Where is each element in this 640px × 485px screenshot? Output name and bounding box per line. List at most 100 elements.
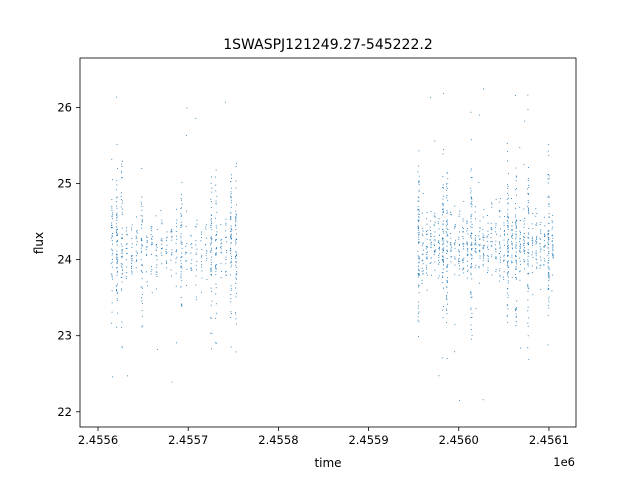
data-point bbox=[466, 228, 468, 229]
data-points bbox=[110, 88, 554, 401]
data-point bbox=[486, 236, 488, 238]
data-point bbox=[191, 270, 193, 271]
data-point bbox=[499, 280, 501, 282]
data-point bbox=[478, 244, 480, 246]
data-point bbox=[515, 234, 517, 236]
data-point bbox=[548, 307, 550, 309]
data-point bbox=[426, 246, 428, 247]
data-point bbox=[548, 260, 550, 261]
data-point bbox=[443, 306, 444, 307]
data-point bbox=[180, 216, 182, 217]
data-point bbox=[495, 248, 497, 250]
data-point bbox=[421, 283, 423, 284]
data-point bbox=[459, 244, 460, 245]
data-point bbox=[126, 259, 127, 261]
data-point bbox=[211, 236, 212, 238]
data-point bbox=[442, 184, 444, 186]
data-point bbox=[135, 261, 137, 263]
data-point bbox=[519, 248, 521, 249]
data-point bbox=[180, 297, 182, 298]
data-point bbox=[131, 265, 132, 267]
data-point bbox=[235, 256, 236, 257]
data-point bbox=[206, 257, 208, 259]
data-point bbox=[156, 271, 158, 273]
data-point bbox=[230, 298, 232, 300]
data-point bbox=[474, 244, 476, 246]
data-point bbox=[507, 188, 509, 189]
data-point bbox=[447, 234, 448, 236]
data-point bbox=[116, 263, 118, 264]
data-point bbox=[438, 218, 440, 220]
data-point bbox=[132, 255, 133, 257]
data-point bbox=[482, 236, 484, 238]
data-point bbox=[111, 235, 113, 236]
data-point bbox=[438, 248, 440, 249]
data-point bbox=[195, 284, 197, 286]
data-point bbox=[210, 318, 212, 319]
data-point bbox=[141, 203, 142, 205]
data-point bbox=[417, 307, 419, 309]
data-point bbox=[418, 217, 420, 219]
data-point bbox=[429, 220, 431, 222]
data-point bbox=[515, 203, 516, 204]
data-point bbox=[235, 210, 237, 212]
data-point bbox=[458, 261, 460, 262]
data-point bbox=[141, 303, 143, 304]
data-point bbox=[442, 239, 444, 241]
data-point bbox=[429, 226, 431, 228]
data-point bbox=[445, 298, 447, 299]
data-point bbox=[446, 253, 448, 254]
data-point bbox=[503, 239, 505, 241]
data-point bbox=[516, 321, 518, 323]
data-point bbox=[515, 309, 517, 310]
data-point bbox=[528, 242, 529, 244]
data-point bbox=[532, 257, 534, 259]
data-point bbox=[547, 261, 549, 263]
data-point bbox=[458, 262, 460, 264]
data-point bbox=[418, 210, 420, 212]
data-point bbox=[155, 255, 157, 256]
data-point bbox=[527, 335, 529, 337]
data-point bbox=[418, 227, 420, 228]
data-point bbox=[196, 248, 198, 250]
data-point bbox=[539, 243, 541, 245]
data-point bbox=[111, 227, 112, 228]
data-point bbox=[515, 224, 517, 226]
data-point bbox=[470, 233, 472, 235]
data-point bbox=[180, 224, 182, 226]
data-point bbox=[548, 217, 550, 218]
data-point bbox=[446, 250, 448, 252]
data-point bbox=[528, 288, 530, 290]
data-point bbox=[230, 266, 232, 268]
data-point bbox=[216, 248, 217, 249]
data-point bbox=[490, 228, 492, 230]
data-point bbox=[215, 176, 216, 178]
data-point bbox=[442, 272, 444, 273]
data-point bbox=[498, 253, 500, 254]
data-point bbox=[116, 326, 118, 328]
data-point bbox=[190, 235, 192, 237]
data-point bbox=[230, 230, 232, 232]
data-point bbox=[210, 238, 212, 240]
data-point bbox=[141, 250, 143, 252]
data-point bbox=[215, 200, 217, 202]
data-point bbox=[528, 252, 530, 254]
data-point bbox=[116, 293, 118, 294]
data-point bbox=[236, 163, 237, 164]
data-point bbox=[531, 239, 533, 241]
data-point bbox=[111, 259, 113, 260]
data-point bbox=[548, 274, 550, 275]
data-point bbox=[116, 285, 118, 287]
data-point bbox=[470, 264, 472, 266]
data-point bbox=[470, 267, 472, 269]
data-point bbox=[131, 224, 133, 226]
data-point bbox=[430, 233, 432, 234]
data-point bbox=[151, 243, 153, 245]
data-point bbox=[226, 250, 228, 251]
data-point bbox=[442, 251, 444, 253]
data-point bbox=[418, 175, 420, 177]
data-point bbox=[430, 246, 432, 248]
data-point bbox=[430, 241, 432, 243]
data-point bbox=[471, 296, 473, 298]
data-point bbox=[446, 358, 448, 359]
